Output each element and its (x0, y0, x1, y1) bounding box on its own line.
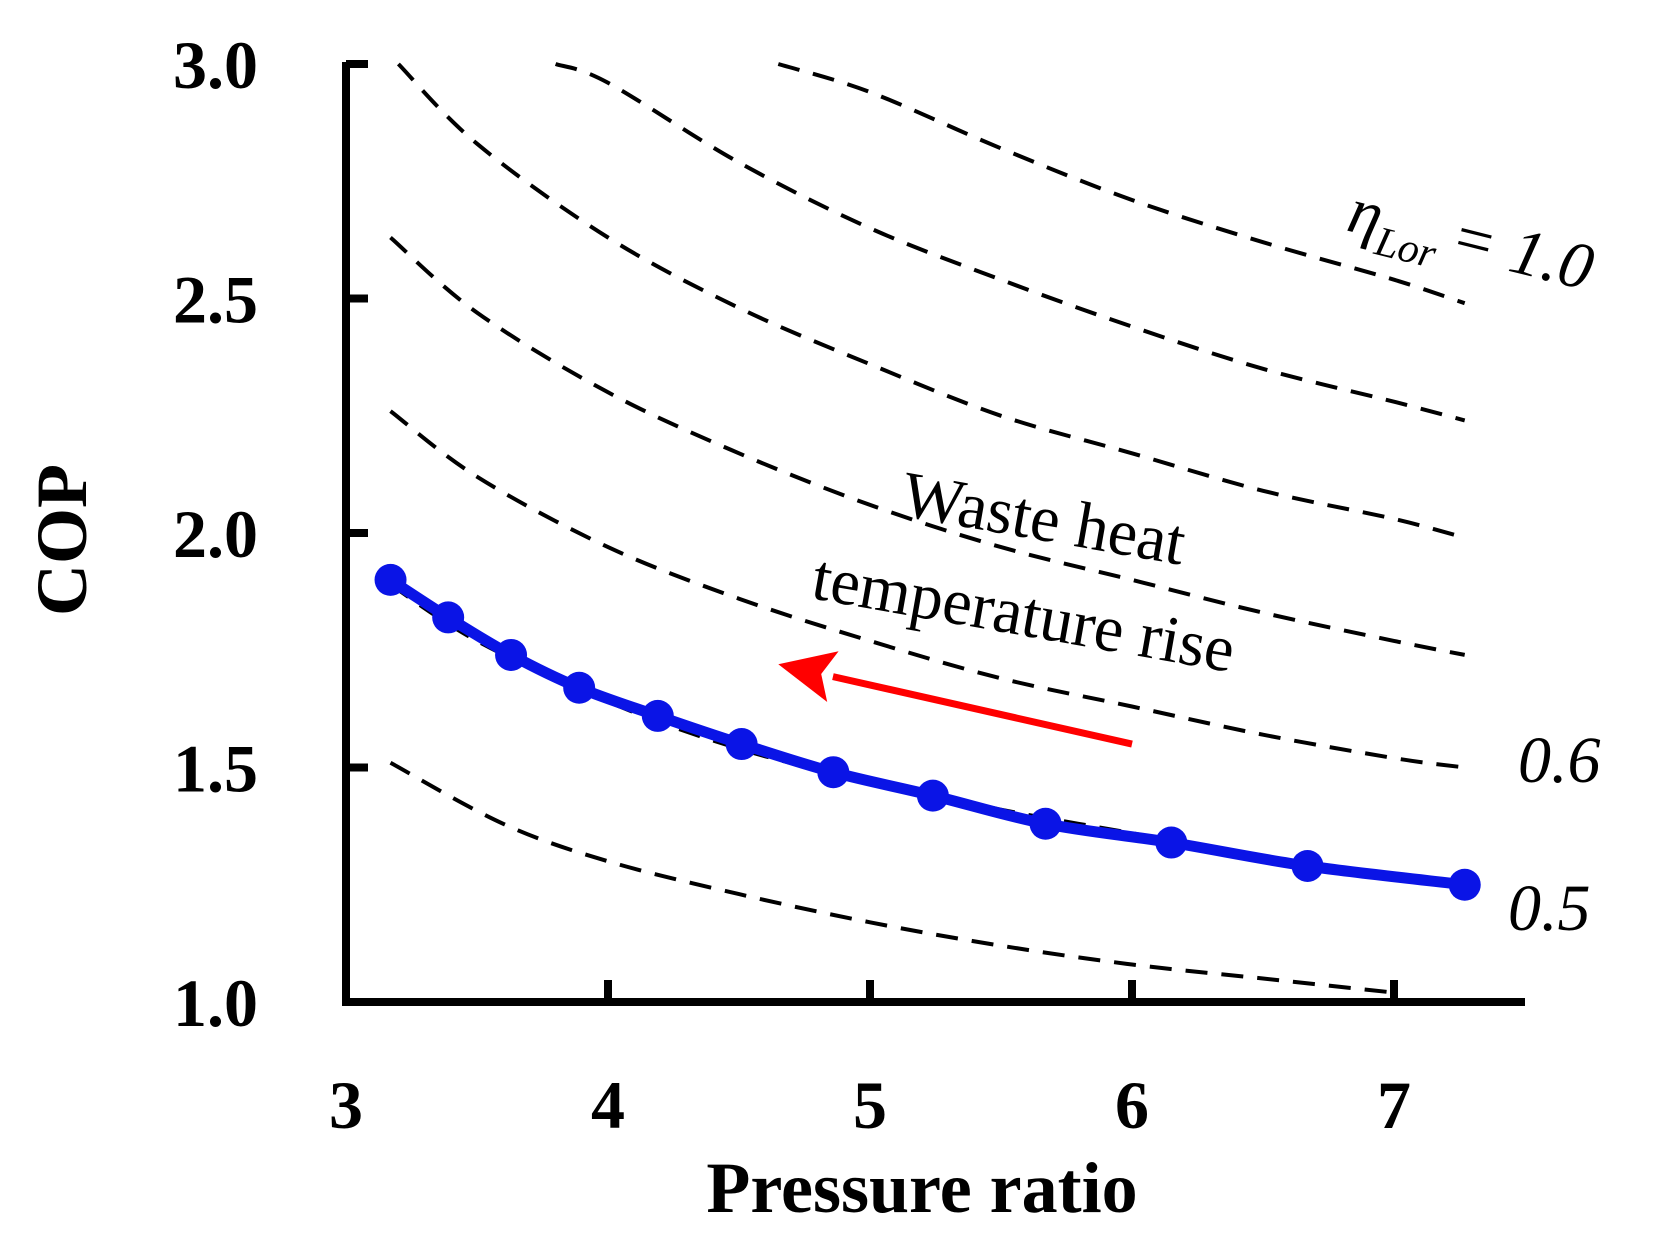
y-tick-label-2: 2.0 (173, 496, 258, 572)
dashed-curve-lor-0.9 (554, 62, 1466, 423)
y-tick-label-1: 1.5 (173, 731, 258, 807)
dashed-curve-lor-0.6 (389, 409, 1465, 770)
data-point-9 (1155, 826, 1188, 859)
data-point-1 (432, 601, 465, 634)
dashed-curve-lor-0.4 (389, 761, 1395, 995)
data-point-0 (374, 563, 407, 596)
eta-subscript: Lor (1370, 218, 1442, 278)
data-point-4 (641, 699, 674, 732)
data-point-7 (916, 779, 949, 812)
data-point-5 (725, 728, 758, 761)
x-axis-label: Pressure ratio (706, 1148, 1137, 1228)
curve-label-0.6: 0.6 (1518, 724, 1601, 797)
x-tick-label-0: 3 (329, 1067, 363, 1143)
y-tick-label-4: 3.0 (173, 27, 258, 103)
x-tick-label-2: 5 (853, 1067, 887, 1143)
x-tick-label-3: 6 (1115, 1067, 1149, 1143)
annotation-arrow (778, 651, 1133, 748)
axes (342, 60, 1525, 1006)
arrow-head (778, 651, 839, 702)
y-tick-label-3: 2.5 (173, 262, 258, 338)
arrow-shaft (832, 673, 1133, 748)
y-tick-label-0: 1.0 (173, 965, 258, 1041)
data-point-2 (495, 638, 528, 671)
dashed-curves (389, 62, 1466, 995)
tick-labels: 1.0 1.5 2.0 2.5 3.0 3 4 5 6 7 (173, 27, 1411, 1143)
y-axis-label: COP (22, 464, 102, 616)
svg-text:ηLor= 1.0: ηLor= 1.0 (1339, 174, 1601, 316)
data-point-3 (563, 671, 596, 704)
eta-value: = 1.0 (1444, 199, 1601, 305)
data-point-6 (817, 756, 850, 789)
x-tick-label-4: 7 (1377, 1067, 1411, 1143)
dashed-curve-lor-0.7 (389, 235, 1466, 657)
dashed-curve-lor-1.0 (777, 62, 1466, 306)
x-tick-label-1: 4 (591, 1067, 625, 1143)
curve-label-0.5: 0.5 (1508, 872, 1591, 945)
eta-lor-label: ηLor= 1.0 (1339, 174, 1601, 316)
data-point-8 (1029, 807, 1062, 840)
data-point-10 (1291, 849, 1324, 882)
data-point-11 (1448, 868, 1481, 901)
measured-series (374, 563, 1481, 901)
dashed-curve-lor-0.8 (396, 62, 1466, 540)
